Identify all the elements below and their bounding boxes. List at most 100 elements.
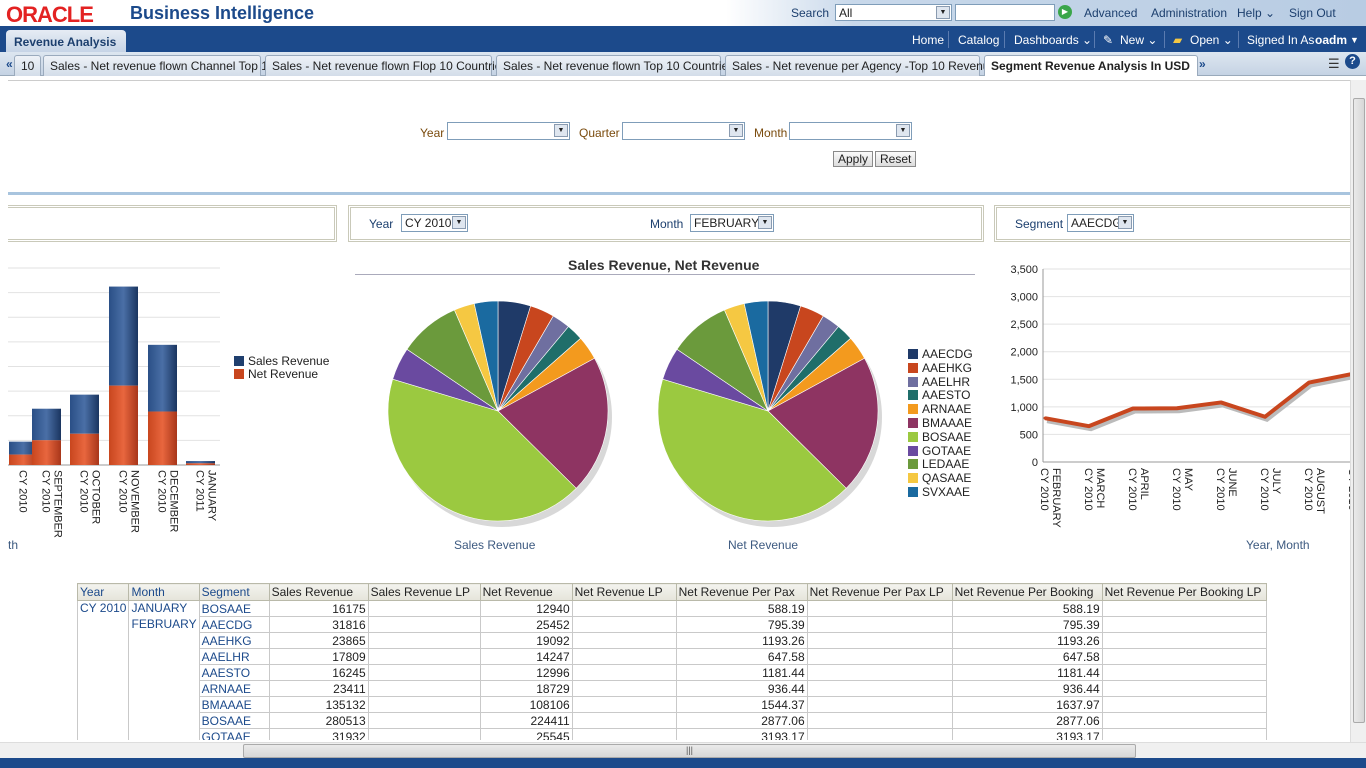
month-filter-select[interactable]: ▼ <box>789 122 912 140</box>
bar-net-revenue[interactable] <box>186 463 215 465</box>
legend-swatch <box>908 376 918 387</box>
line-point[interactable] <box>1131 407 1135 411</box>
column-header[interactable]: Segment <box>198 583 270 601</box>
pie-slice[interactable] <box>657 378 847 522</box>
line-category-label: APRIL <box>1138 468 1150 500</box>
column-header[interactable]: Sales Revenue LP <box>367 583 481 601</box>
horizontal-scroll-thumb[interactable]: ||| <box>243 744 1136 758</box>
row-label-cell[interactable]: BMAAAE <box>198 696 270 713</box>
column-header[interactable]: Net Revenue Per Booking LP <box>1101 583 1267 601</box>
vertical-scrollbar[interactable] <box>1350 80 1366 742</box>
bar-net-revenue[interactable] <box>9 454 38 465</box>
tab-agency-top-10[interactable]: Sales - Net revenue per Agency -Top 10 R… <box>725 55 996 76</box>
tab-flop-10-countries[interactable]: Sales - Net revenue flown Flop 10 Countr… <box>265 55 507 76</box>
home-link[interactable]: Home <box>912 33 945 47</box>
dashboards-menu[interactable]: Dashboards ⌄ <box>1014 33 1093 47</box>
pie-slice[interactable] <box>767 357 879 489</box>
line-point[interactable] <box>1263 415 1267 419</box>
new-menu[interactable]: New ⌄ <box>1120 33 1158 47</box>
page-options-icon[interactable]: ☰ <box>1328 56 1340 71</box>
value-cell: 647.58 <box>951 648 1103 665</box>
column-header[interactable]: Net Revenue Per Booking <box>951 583 1103 601</box>
search-scope-select[interactable]: All ▼ <box>835 4 952 21</box>
pie-legend-label: AAELHR <box>922 374 971 389</box>
row-label-cell[interactable]: AAEHKG <box>198 632 270 649</box>
bar-sales-revenue[interactable] <box>109 286 138 386</box>
pie-slice[interactable] <box>387 378 577 522</box>
pie-slice[interactable] <box>497 357 609 489</box>
search-input[interactable] <box>955 4 1055 21</box>
help-menu[interactable]: Help ⌄ <box>1237 6 1276 20</box>
row-label-cell <box>76 696 130 713</box>
bar-net-revenue[interactable] <box>32 440 61 465</box>
column-header[interactable]: Net Revenue LP <box>571 583 677 601</box>
bar-net-revenue[interactable] <box>109 385 138 465</box>
pie-month-select[interactable]: FEBRUARY ▼ <box>690 214 774 232</box>
horizontal-scrollbar[interactable]: ||| <box>0 742 1366 758</box>
value-cell: 3193.17 <box>675 728 808 740</box>
row-label-cell[interactable]: FEBRUARY <box>128 616 200 633</box>
vertical-scroll-thumb[interactable] <box>1353 98 1365 723</box>
column-header[interactable]: Sales Revenue <box>268 583 369 601</box>
apply-button[interactable]: Apply <box>833 151 874 167</box>
line-series-net-revenue[interactable] <box>1044 372 1350 429</box>
year-filter-select[interactable]: ▼ <box>447 122 570 140</box>
pie-year-select[interactable]: CY 2010 ▼ <box>401 214 468 232</box>
row-label-cell[interactable]: AAECDG <box>198 616 270 633</box>
tabs-next-icon[interactable]: » <box>1199 57 1206 71</box>
line-point[interactable] <box>1175 406 1179 410</box>
pie-slice[interactable] <box>743 300 769 412</box>
column-header[interactable]: Year <box>76 583 130 601</box>
row-label-cell[interactable]: AAESTO <box>198 664 270 681</box>
row-label-cell[interactable]: JANUARY <box>128 600 200 617</box>
line-category-label: CY 2010 <box>1302 468 1314 511</box>
row-label-cell[interactable]: GOTAAE <box>198 728 270 740</box>
pie-legend-item: GOTAAE <box>908 444 971 458</box>
tab-revenue-analysis[interactable]: Revenue Analysis <box>6 30 126 52</box>
bar-sales-revenue[interactable] <box>148 344 177 412</box>
open-menu[interactable]: Open ⌄ <box>1190 33 1233 47</box>
tab-segment-revenue-analysis[interactable]: Segment Revenue Analysis In USD <box>984 55 1198 76</box>
column-header[interactable]: Net Revenue Per Pax LP <box>806 583 953 601</box>
reset-button[interactable]: Reset <box>875 151 917 167</box>
bar-sales-revenue[interactable] <box>9 441 38 455</box>
table-row: FEBRUARY AAECDG 31816 25452 795.39 795.39 <box>76 616 1267 633</box>
pie-legend-item: LEDAAE <box>908 457 969 471</box>
bar-net-revenue[interactable] <box>70 433 99 465</box>
column-header[interactable]: Month <box>128 583 200 601</box>
bar-sales-revenue[interactable] <box>32 408 61 441</box>
search-go-button[interactable]: ▶ <box>1058 5 1072 19</box>
chevron-down-icon[interactable]: ▼ <box>1350 35 1359 45</box>
value-cell <box>367 632 481 649</box>
tab-top-10-countries[interactable]: Sales - Net revenue flown Top 10 Countri… <box>496 55 734 76</box>
pie-legend-label: ARNAAE <box>922 402 972 417</box>
row-label-cell[interactable]: AAELHR <box>198 648 270 665</box>
line-category-label: CY 2010 <box>1038 468 1050 511</box>
tab-10[interactable]: 10 <box>14 55 41 76</box>
row-label-cell[interactable]: CY 2010 <box>76 600 130 617</box>
row-label-cell[interactable]: BOSAAE <box>198 712 270 729</box>
line-point[interactable] <box>1043 416 1047 420</box>
pie-slice[interactable] <box>473 300 499 412</box>
column-header[interactable]: Net Revenue Per Pax <box>675 583 808 601</box>
catalog-link[interactable]: Catalog <box>958 33 1000 47</box>
sign-out-link[interactable]: Sign Out <box>1289 6 1336 20</box>
tabs-prev-icon[interactable]: « <box>6 57 13 71</box>
line-point[interactable] <box>1219 400 1223 404</box>
bar-net-revenue[interactable] <box>148 411 177 465</box>
line-ytick-label: 2,000 <box>1010 347 1038 359</box>
administration-link[interactable]: Administration <box>1151 6 1228 20</box>
segment-select[interactable]: AAECDG ▼ <box>1067 214 1134 232</box>
tab-channel-top-10[interactable]: Sales - Net revenue flown Channel Top 10 <box>43 55 275 76</box>
user-menu[interactable]: oadm <box>1315 33 1348 47</box>
row-label-cell[interactable]: BOSAAE <box>198 600 270 617</box>
quarter-filter-select[interactable]: ▼ <box>622 122 745 140</box>
bar-sales-revenue[interactable] <box>70 394 99 434</box>
row-label-cell[interactable]: ARNAAE <box>198 680 270 697</box>
help-icon[interactable]: ? <box>1345 54 1360 69</box>
line-point[interactable] <box>1307 381 1311 385</box>
column-header[interactable]: Net Revenue <box>479 583 573 601</box>
bar-sales-revenue[interactable] <box>186 461 215 464</box>
line-point[interactable] <box>1087 424 1091 428</box>
advanced-link[interactable]: Advanced <box>1084 6 1138 20</box>
